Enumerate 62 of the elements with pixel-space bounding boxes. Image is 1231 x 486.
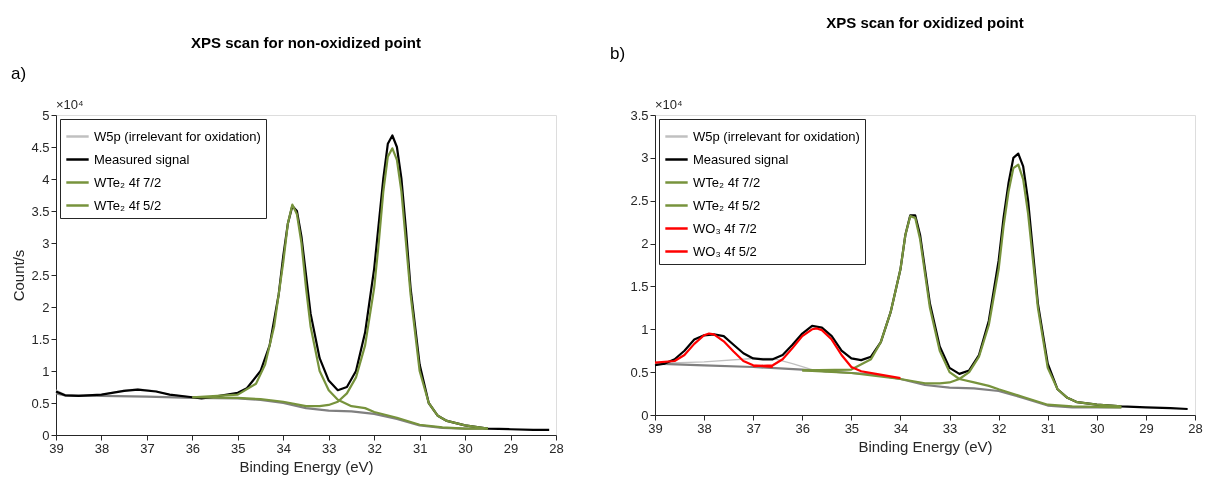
x-tick-label: 29	[503, 440, 519, 456]
text: a)	[11, 64, 27, 83]
x-tick-label: 31	[412, 440, 428, 456]
y-tick-label: 3	[42, 235, 50, 251]
x-tick-label: 33	[942, 420, 958, 436]
x-tick-label: 38	[697, 420, 712, 436]
legend-label: WTe₂ 4f 5/2	[94, 197, 162, 213]
x-tick-label: 37	[746, 420, 761, 436]
y-axis-title: Count/s	[10, 249, 28, 302]
y-tick-label: 2.5	[31, 267, 50, 283]
x-tick-label: 32	[991, 420, 1007, 436]
x-tick-label: 28	[549, 440, 564, 456]
chart-title: XPS scan for non-oxidized point	[190, 34, 422, 51]
x-tick-label: 35	[231, 440, 246, 456]
y-tick-label: 0	[641, 407, 649, 423]
y-tick-label: 0	[42, 427, 50, 443]
y-tick-label: 3	[641, 150, 649, 166]
legend-label: W5p (irrelevant for oxidation)	[94, 128, 261, 144]
x-tick-label: 34	[276, 440, 292, 456]
y-tick-label: 2.5	[630, 193, 649, 209]
legend-label: WTe₂ 4f 7/2	[94, 174, 162, 190]
y-tick-label: 5	[42, 107, 50, 123]
legend-label: W5p (irrelevant for oxidation)	[693, 128, 860, 144]
x-tick-label: 36	[795, 420, 811, 436]
x-tick-label: 33	[321, 440, 337, 456]
x-tick-label: 39	[49, 440, 64, 456]
legend-label: WTe₂ 4f 5/2	[693, 197, 761, 213]
text: ×10⁴	[56, 97, 84, 112]
y-tick-label: 0.5	[31, 395, 50, 411]
x-tick-label: 35	[844, 420, 860, 436]
x-axis-title: Binding Energy (eV)	[239, 457, 374, 475]
y-tick-label: 4.5	[31, 139, 50, 155]
text: b)	[610, 44, 626, 63]
legend-label: WTe₂ 4f 7/2	[693, 174, 761, 190]
x-tick-label: 31	[1040, 420, 1056, 436]
y-tick-label: 1.5	[31, 331, 50, 347]
y-tick-label: 2	[641, 236, 649, 252]
y-tick-label: 4	[42, 171, 50, 187]
x-tick-label: 39	[648, 420, 663, 436]
x-tick-label: 34	[893, 420, 909, 436]
legend-label: Measured signal	[693, 151, 789, 167]
legend-label: WO₃ 4f 7/2	[693, 220, 757, 236]
x-tick-label: 30	[458, 440, 473, 456]
legend-label: Measured signal	[94, 151, 190, 167]
legend-label: WO₃ 4f 5/2	[693, 243, 757, 259]
x-tick-label: 32	[367, 440, 382, 456]
y-tick-label: 3.5	[630, 107, 649, 123]
y-tick-label: 1.5	[630, 278, 649, 294]
x-tick-label: 30	[1090, 420, 1105, 436]
x-tick-label: 38	[94, 440, 110, 456]
y-tick-label: 0.5	[630, 364, 649, 380]
x-tick-label: 36	[185, 440, 201, 456]
y-tick-label: 2	[42, 299, 50, 315]
x-axis-title: Binding Energy (eV)	[858, 437, 993, 455]
y-tick-label: 1	[42, 363, 50, 379]
x-tick-label: 37	[140, 440, 155, 456]
chart-title: XPS scan for oxidized point	[826, 14, 1024, 31]
text: ×10⁴	[655, 97, 683, 112]
y-tick-label: 3.5	[31, 203, 50, 219]
x-tick-label: 29	[1139, 420, 1154, 436]
y-tick-label: 1	[641, 321, 649, 337]
x-tick-label: 28	[1188, 420, 1203, 436]
